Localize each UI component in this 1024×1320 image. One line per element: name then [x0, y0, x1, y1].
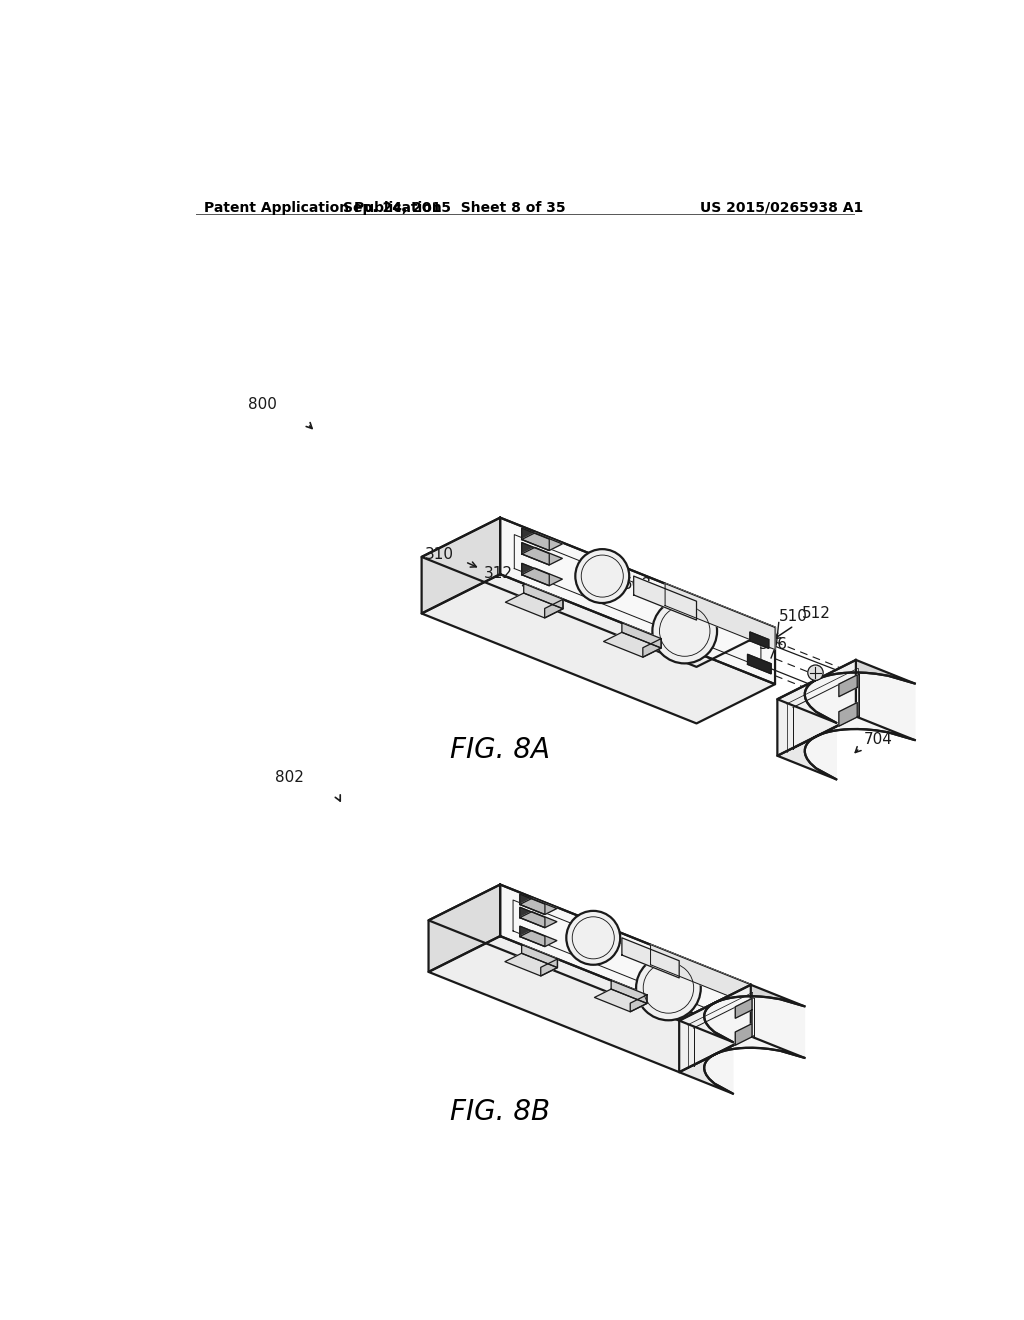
Text: FIG. 8A: FIG. 8A — [451, 737, 550, 764]
Text: 800: 800 — [248, 396, 276, 412]
Polygon shape — [541, 960, 557, 975]
Polygon shape — [522, 543, 549, 565]
Polygon shape — [630, 995, 647, 1011]
Polygon shape — [622, 937, 679, 978]
Polygon shape — [500, 517, 775, 684]
Polygon shape — [634, 576, 696, 620]
Polygon shape — [748, 655, 771, 673]
Polygon shape — [839, 702, 857, 726]
Text: 802: 802 — [274, 770, 304, 785]
Text: 508: 508 — [624, 577, 652, 591]
Polygon shape — [666, 583, 775, 649]
Polygon shape — [522, 568, 562, 586]
Circle shape — [652, 599, 717, 664]
Polygon shape — [777, 660, 856, 756]
Polygon shape — [505, 953, 557, 975]
Polygon shape — [650, 945, 751, 1005]
Circle shape — [566, 911, 621, 965]
Text: Sep. 24, 2015  Sheet 8 of 35: Sep. 24, 2015 Sheet 8 of 35 — [343, 201, 565, 215]
Polygon shape — [429, 936, 751, 1072]
Polygon shape — [679, 985, 805, 1041]
Polygon shape — [521, 945, 557, 968]
Polygon shape — [520, 912, 557, 928]
Polygon shape — [777, 660, 914, 723]
Polygon shape — [522, 528, 549, 550]
Polygon shape — [520, 894, 545, 915]
Polygon shape — [422, 517, 500, 614]
Polygon shape — [520, 907, 545, 928]
Circle shape — [636, 956, 700, 1020]
Polygon shape — [643, 639, 662, 657]
Text: 312: 312 — [483, 566, 513, 581]
Polygon shape — [520, 927, 545, 946]
Polygon shape — [679, 1036, 805, 1094]
Polygon shape — [735, 998, 752, 1018]
Polygon shape — [429, 884, 500, 972]
Polygon shape — [545, 599, 563, 618]
Polygon shape — [603, 632, 662, 657]
Polygon shape — [622, 623, 662, 648]
Text: US 2015/0265938 A1: US 2015/0265938 A1 — [700, 201, 863, 215]
Text: 310: 310 — [425, 548, 454, 562]
Polygon shape — [429, 884, 751, 1020]
Polygon shape — [805, 672, 914, 779]
Text: 704: 704 — [863, 733, 893, 747]
Text: 512: 512 — [802, 606, 830, 620]
Polygon shape — [679, 985, 751, 1072]
Polygon shape — [422, 574, 775, 723]
Polygon shape — [595, 989, 647, 1011]
Polygon shape — [520, 899, 557, 915]
Circle shape — [808, 665, 823, 680]
Circle shape — [575, 549, 629, 603]
Text: 506: 506 — [759, 638, 788, 652]
Polygon shape — [611, 981, 647, 1003]
Polygon shape — [422, 517, 775, 667]
Text: Patent Application Publication: Patent Application Publication — [204, 201, 441, 215]
Polygon shape — [839, 675, 857, 697]
Polygon shape — [522, 548, 562, 565]
Polygon shape — [735, 1023, 752, 1045]
Polygon shape — [522, 533, 562, 550]
Polygon shape — [520, 931, 557, 946]
Polygon shape — [500, 884, 751, 1036]
Polygon shape — [705, 997, 805, 1094]
Polygon shape — [523, 583, 563, 609]
Polygon shape — [777, 717, 914, 779]
Text: FIG. 8B: FIG. 8B — [451, 1098, 550, 1126]
Polygon shape — [750, 632, 769, 648]
Text: 510: 510 — [778, 609, 808, 624]
Polygon shape — [506, 593, 563, 618]
Polygon shape — [522, 564, 549, 586]
